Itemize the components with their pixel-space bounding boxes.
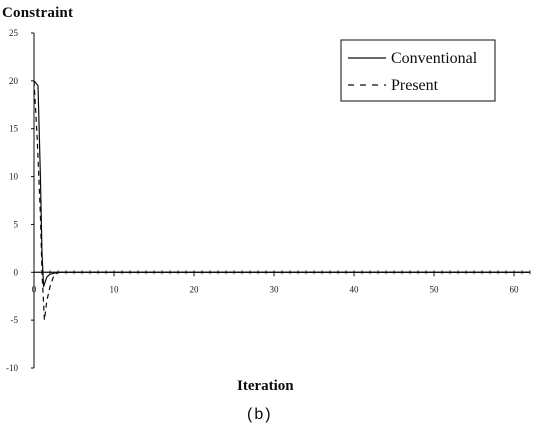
y-tick-label: -10 [6, 363, 18, 373]
ticks: -10 -5 0 5 10 15 20 25 0 10 20 30 40 50 60 [6, 28, 531, 373]
figure-caption: (b) [247, 406, 273, 423]
x-axis-label: Iteration [237, 378, 294, 394]
x-tick-label: 40 [350, 284, 360, 294]
series-group [33, 80, 530, 321]
series-line-conventional [33, 80, 530, 288]
legend-label-conventional: Conventional [391, 50, 478, 67]
x-tick-label: 50 [430, 284, 440, 294]
legend-box [340, 39, 496, 102]
y-tick-label: 10 [9, 172, 19, 182]
y-tick-label: 5 [14, 219, 19, 229]
legend: Conventional Present [340, 39, 496, 102]
y-tick-label: 0 [14, 267, 19, 277]
x-tick-label: 10 [110, 284, 120, 294]
x-tick-label: 30 [270, 284, 280, 294]
x-tick-label: 60 [510, 284, 520, 294]
x-tick-label: 20 [190, 284, 200, 294]
legend-label-present: Present [391, 77, 439, 94]
x-tick-label: 0 [32, 284, 37, 294]
y-tick-label: 20 [9, 76, 19, 86]
series-line-present [33, 80, 530, 321]
y-tick-label: 25 [9, 28, 19, 38]
y-tick-label: 15 [9, 124, 19, 134]
y-axis-label: Constraint [2, 5, 74, 21]
y-tick-label: -5 [11, 315, 19, 325]
